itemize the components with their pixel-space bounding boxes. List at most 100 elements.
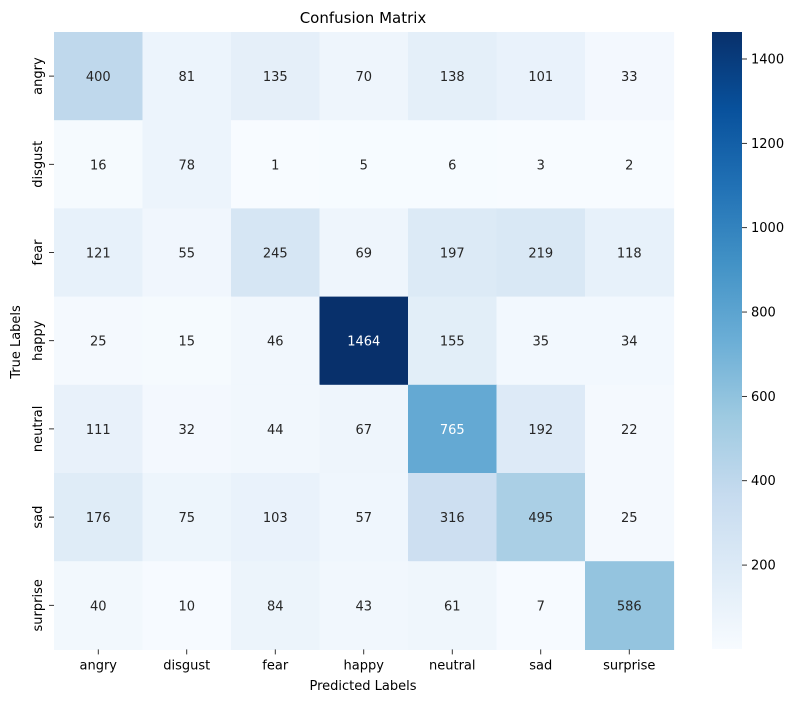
colorbar-tick-label: 400	[751, 474, 776, 489]
heatmap-cell	[496, 384, 586, 474]
colorbar-tick-label: 1400	[751, 52, 784, 67]
heatmap-cell	[319, 473, 409, 562]
heatmap-cell	[585, 120, 675, 209]
cell-value-label: 22	[621, 423, 638, 438]
heatmap-cell	[231, 32, 321, 121]
cell-value-label: 44	[267, 423, 284, 438]
cell-value-label: 3	[537, 158, 545, 173]
heatmap-cell	[142, 384, 232, 474]
cell-value-label: 32	[178, 423, 195, 438]
cell-value-label: 111	[86, 423, 111, 438]
heatmap-cell	[408, 208, 498, 298]
cell-value-label: 586	[617, 599, 642, 614]
heatmap-cell	[319, 296, 409, 386]
cell-value-label: 219	[528, 247, 553, 262]
cell-value-label: 197	[440, 247, 465, 262]
colorbar-tick-label: 1000	[751, 221, 784, 236]
cell-value-label: 75	[178, 511, 195, 526]
x-tick-label: happy	[344, 658, 385, 673]
heatmap-cell	[231, 120, 321, 209]
cell-value-label: 765	[440, 423, 465, 438]
x-axis-label: Predicted Labels	[309, 679, 416, 694]
cell-value-label: 135	[263, 70, 288, 85]
heatmap-cell	[231, 296, 321, 386]
cell-value-label: 138	[440, 70, 465, 85]
heatmap-cell	[319, 208, 409, 298]
heatmap-cell	[54, 120, 144, 209]
heatmap-cell	[142, 296, 232, 386]
heatmap-cell	[496, 32, 586, 121]
cell-value-label: 400	[86, 70, 111, 85]
heatmap-cell	[142, 473, 232, 562]
cell-value-label: 33	[621, 70, 638, 85]
heatmap-cell	[585, 561, 675, 650]
cell-value-label: 55	[178, 247, 195, 262]
cell-value-label: 7	[537, 599, 545, 614]
heatmap-cell	[496, 208, 586, 298]
heatmap-cell	[231, 384, 321, 474]
heatmap-cells: 400 81 135 70 138 101 3 316 78 1 5 6 3 2 121 55 245 69 197…	[54, 32, 675, 650]
chart-title: Confusion Matrix	[300, 9, 427, 27]
heatmap-cell	[142, 561, 232, 650]
heatmap-cell	[496, 120, 586, 209]
colorbar-ticks: 200 400 600 800 1000 1200 1400	[742, 52, 784, 574]
heatmap-cell	[585, 296, 675, 386]
heatmap-cell	[319, 120, 409, 209]
y-tick-label: sad	[31, 506, 46, 529]
heatmap-cell	[408, 384, 498, 474]
y-tick-label: neutral	[31, 406, 46, 453]
cell-value-label: 61	[444, 599, 461, 614]
cell-value-label: 316	[440, 511, 465, 526]
cell-value-label: 121	[86, 247, 111, 262]
x-tick-label: sad	[529, 658, 552, 673]
colorbar-tick-label: 600	[751, 390, 776, 405]
cell-value-label: 495	[528, 511, 553, 526]
x-axis: angry disgust fear happy neutral sad surprise	[80, 649, 655, 673]
cell-value-label: 25	[621, 511, 638, 526]
cell-value-label: 192	[528, 423, 553, 438]
cell-value-label: 46	[267, 335, 284, 350]
cell-value-label: 40	[90, 599, 107, 614]
heatmap-cell	[54, 473, 144, 562]
cell-value-label: 5	[360, 158, 368, 173]
cell-value-label: 245	[263, 247, 288, 262]
cell-value-label: 67	[355, 423, 372, 438]
y-axis: angry disgust fear happy neutral sad surprise	[31, 57, 54, 631]
cell-value-label: 35	[532, 335, 549, 350]
colorbar-tick-label: 200	[751, 559, 776, 574]
cell-value-label: 2	[625, 158, 633, 173]
cell-value-label: 103	[263, 511, 288, 526]
heatmap-cell	[585, 473, 675, 562]
heatmap-cell	[142, 32, 232, 121]
cell-value-label: 10	[178, 599, 195, 614]
heatmap-cell	[496, 473, 586, 562]
y-axis-label: True Labels	[9, 305, 24, 380]
cell-value-label: 15	[178, 335, 195, 350]
cell-value-label: 69	[355, 247, 372, 262]
cell-value-label: 176	[86, 511, 111, 526]
cell-value-label: 25	[90, 335, 107, 350]
heatmap-cell	[54, 208, 144, 298]
colorbar-tick-label: 1200	[751, 137, 784, 152]
cell-value-label: 6	[448, 158, 456, 173]
heatmap-cell	[408, 32, 498, 121]
heatmap-cell	[408, 120, 498, 209]
cell-value-label: 57	[355, 511, 372, 526]
heatmap-cell	[142, 208, 232, 298]
cell-value-label: 101	[528, 70, 553, 85]
y-tick-label: surprise	[31, 579, 46, 631]
cell-value-label: 1464	[347, 335, 380, 350]
x-tick-label: disgust	[163, 658, 210, 673]
heatmap-cell	[231, 561, 321, 650]
cell-value-label: 78	[178, 158, 195, 173]
heatmap-cell	[319, 384, 409, 474]
heatmap-cell	[319, 561, 409, 650]
cell-value-label: 81	[178, 70, 195, 85]
y-tick-label: fear	[31, 239, 46, 266]
cell-value-label: 70	[355, 70, 372, 85]
heatmap-cell	[54, 296, 144, 386]
colorbar-tick-label: 800	[751, 306, 776, 321]
heatmap-cell	[231, 208, 321, 298]
x-tick-label: fear	[262, 658, 289, 673]
